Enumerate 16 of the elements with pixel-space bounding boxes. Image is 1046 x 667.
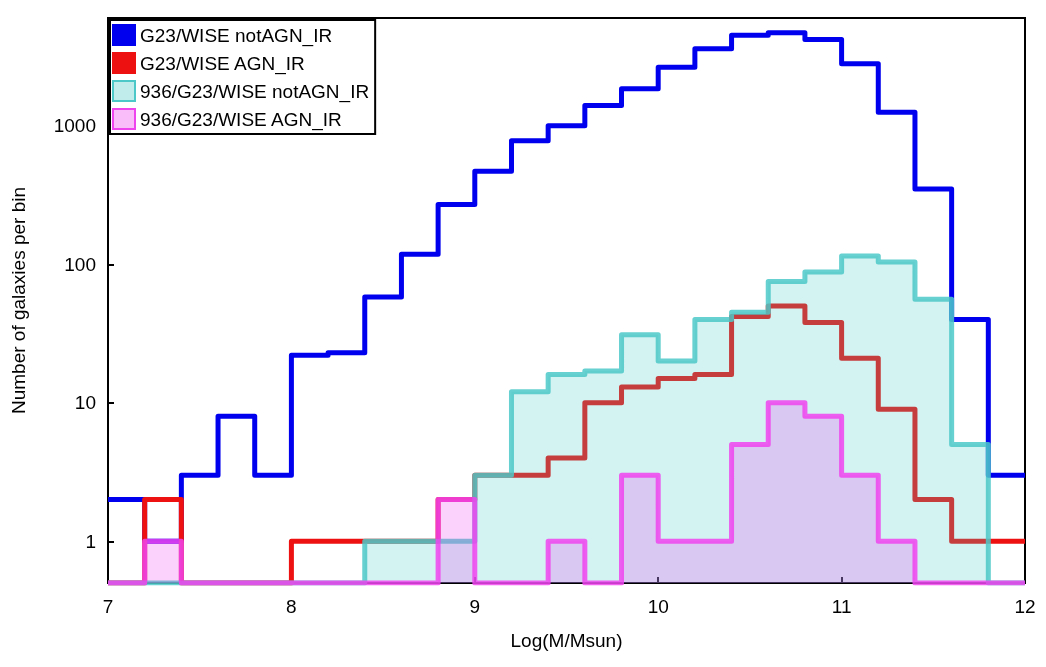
legend-label: 936/G23/WISE notAGN_IR: [140, 80, 370, 103]
x-tick-label: 12: [1014, 596, 1036, 617]
x-tick-label: 11: [831, 596, 852, 617]
x-tick-label: 7: [102, 596, 114, 617]
x-tick-label: 10: [647, 596, 669, 617]
legend-label: 936/G23/WISE AGN_IR: [140, 108, 342, 131]
y-tick-label: 1: [85, 530, 96, 552]
x-axis-title: Log(M/Msun): [510, 630, 623, 651]
legend-label: G23/WISE notAGN_IR: [140, 24, 333, 47]
x-tick-label: 9: [469, 596, 481, 617]
y-axis-title: Number of galaxies per bin: [8, 186, 29, 415]
y-tick-label: 1000: [53, 115, 96, 137]
y-tick-label: 100: [64, 253, 96, 275]
legend-label: G23/WISE AGN_IR: [140, 52, 305, 75]
y-tick-label: 10: [74, 392, 96, 414]
x-tick-label: 8: [286, 596, 297, 617]
